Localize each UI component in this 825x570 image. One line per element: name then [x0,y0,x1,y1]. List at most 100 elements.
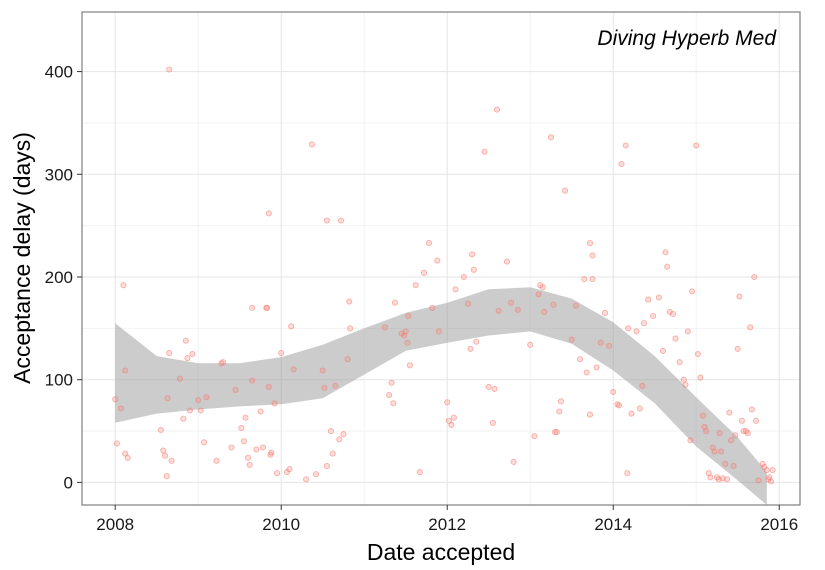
x-axis-title: Date accepted [367,539,515,565]
y-tick-label: 100 [45,371,73,390]
data-point [323,217,330,224]
data-point [633,328,640,335]
data-point [180,415,187,422]
data-point [748,406,755,413]
data-point [122,367,129,374]
data-point [539,284,546,291]
data-point [319,367,326,374]
data-point [615,402,623,409]
data-point [751,273,758,281]
smooth-confidence-band [115,287,767,505]
data-point [189,350,196,358]
data-point [388,379,395,386]
data-point [738,417,745,424]
data-point [562,187,569,194]
data-point [597,339,604,346]
data-point [769,467,776,474]
data-point [184,355,191,362]
data-point [323,462,330,470]
data-point [469,251,476,258]
data-point [676,359,683,366]
data-point [547,134,555,141]
data-point [583,369,590,376]
data-point [495,307,502,314]
data-point [264,304,271,311]
data-point [290,366,297,373]
data-point [166,349,173,357]
data-point [767,478,774,485]
x-tick-label: 2016 [760,515,798,534]
data-point [755,477,762,484]
data-point [485,383,492,390]
data-point [402,328,409,335]
data-point [390,400,397,407]
data-point [197,407,204,414]
data-point [693,142,700,149]
data-point [168,457,175,464]
data-point [606,342,613,349]
data-point [265,210,272,217]
data-point [200,439,208,446]
data-point [493,106,501,113]
data-point [460,273,467,281]
data-point [166,66,173,73]
x-tick-label: 2012 [428,515,466,534]
data-point [244,454,252,461]
data-point [624,470,631,477]
data-point [744,430,751,437]
data-point [232,386,239,394]
data-point [541,308,548,315]
data-point [556,408,563,415]
y-axis-ticks: 0 100 200 300 400 [45,63,82,492]
data-point [628,410,635,417]
data-point [639,382,646,389]
data-point [723,476,731,483]
data-point [228,444,235,451]
data-point [242,414,249,421]
data-point [278,349,285,357]
data-point [669,310,677,318]
data-point [593,364,600,371]
data-point [157,426,164,434]
data-point [747,324,754,331]
data-point [467,345,474,352]
data-point [470,266,477,273]
data-point [336,436,343,443]
y-axis-title: Acceptance delay (days) [9,132,35,384]
data-point [662,249,669,256]
data-point [120,282,127,289]
data-point [257,408,264,415]
data-point [337,217,345,224]
data-point [489,419,496,426]
data-point [553,429,560,436]
data-point [576,356,584,363]
data-point [274,470,281,477]
data-point [655,294,662,301]
data-point [508,299,515,306]
data-point [176,375,183,382]
data-point [347,325,354,332]
data-point [405,312,412,320]
data-points [112,66,776,485]
data-point [344,356,351,363]
data-point [303,476,310,483]
data-point [726,409,733,416]
data-point [161,452,169,459]
x-tick-label: 2014 [594,515,632,534]
data-point [113,440,120,447]
plot-border [81,11,801,506]
data-point [659,347,667,354]
data-point [406,362,413,369]
data-point [186,407,193,414]
data-point [650,312,657,320]
data-point [163,473,170,480]
data-point [329,450,336,457]
data-point [718,448,725,455]
data-point [610,388,617,396]
data-point [736,293,743,300]
data-point [425,240,433,247]
data-point [730,462,737,470]
data-point [682,381,689,388]
data-point [313,471,320,478]
